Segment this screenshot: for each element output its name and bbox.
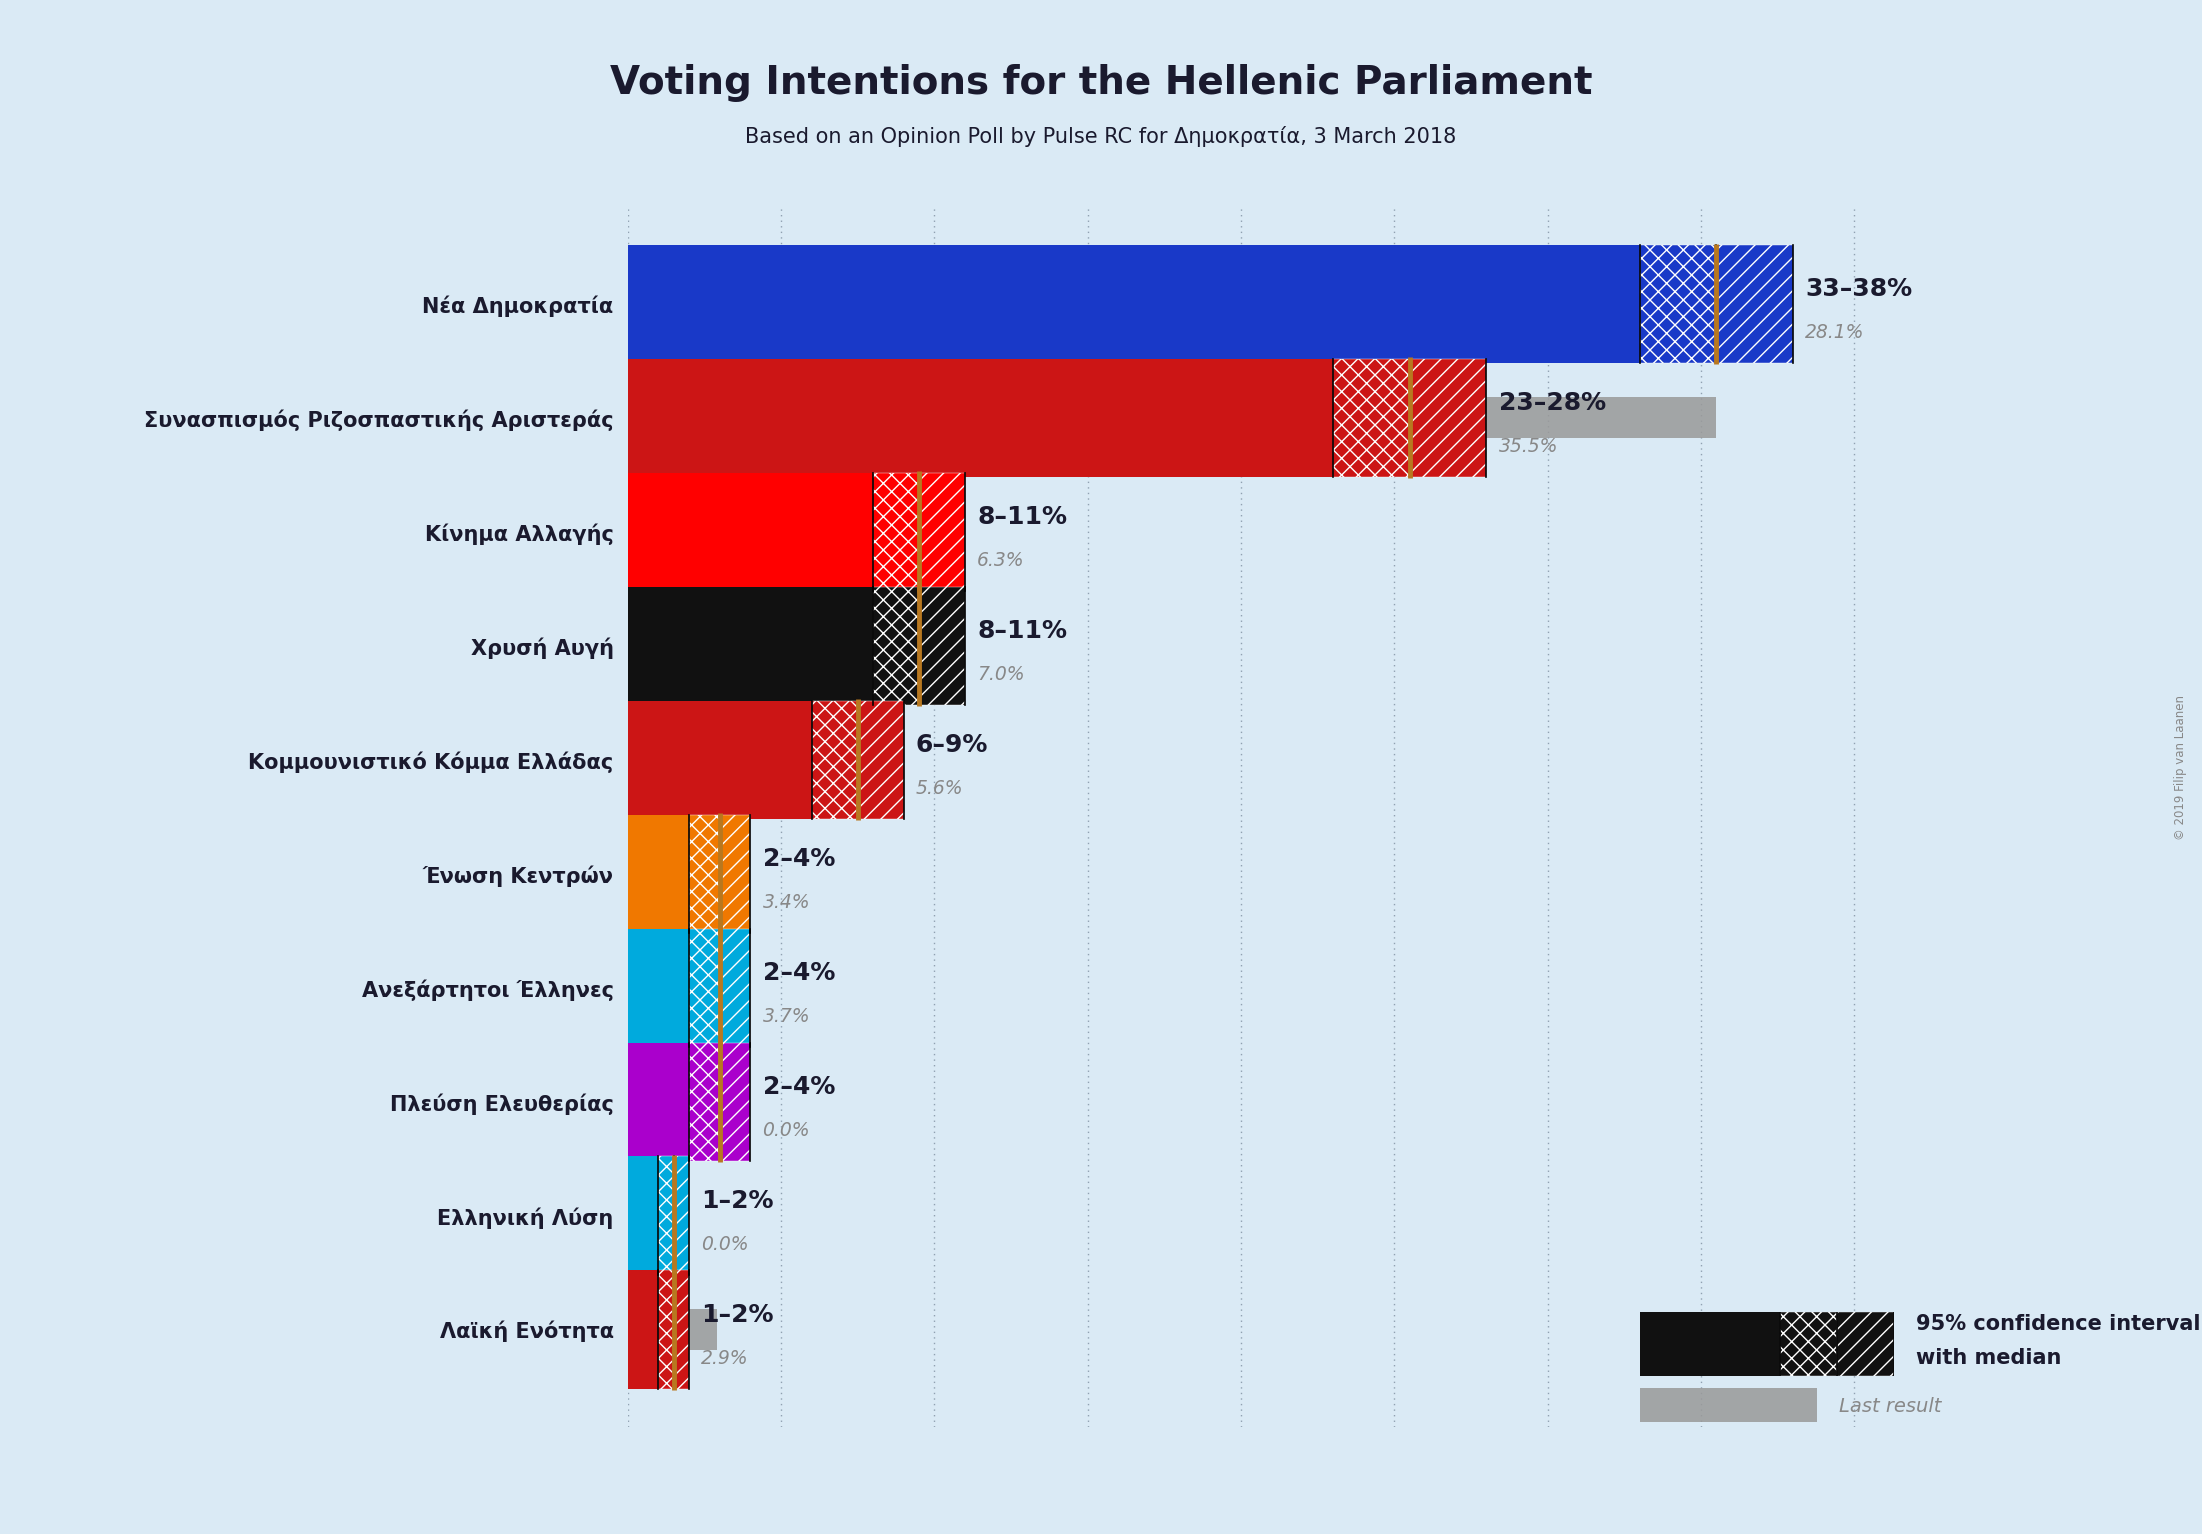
Text: © 2019 Filip van Laanen: © 2019 Filip van Laanen [2173,695,2187,839]
Text: 3.7%: 3.7% [762,1006,810,1026]
Bar [1332,359,1409,477]
Text: 6.3%: 6.3% [978,551,1024,571]
Text: 35.5%: 35.5% [1500,437,1559,456]
Text: Last result: Last result [1839,1397,1940,1416]
Bar [628,586,872,706]
Text: 0.0%: 0.0% [762,1121,810,1140]
Bar [628,1157,658,1275]
Bar [628,739,799,781]
Bar [1836,1312,1894,1376]
Text: 1–2%: 1–2% [700,1189,773,1213]
Bar [1640,245,1715,364]
Bar [689,1043,720,1161]
Bar [872,586,918,706]
Bar [628,1043,689,1161]
Bar [674,1270,689,1388]
Text: 8–11%: 8–11% [978,620,1068,643]
Text: 28.1%: 28.1% [1806,324,1865,342]
Bar [628,397,1715,439]
Bar [918,472,964,591]
Text: 2–4%: 2–4% [762,1075,835,1098]
Bar [658,1157,674,1275]
Bar [1640,1312,1779,1376]
Bar [689,928,720,1048]
Bar [628,968,742,1008]
Bar [628,359,1332,477]
Text: 0.0%: 0.0% [700,1235,749,1253]
Text: 33–38%: 33–38% [1806,278,1914,301]
Text: 23–28%: 23–28% [1500,391,1605,416]
Text: 1–2%: 1–2% [700,1302,773,1327]
Text: 5.6%: 5.6% [916,779,964,798]
Bar [628,284,1489,325]
Text: 6–9%: 6–9% [916,733,989,758]
Bar [1409,359,1486,477]
Text: 3.4%: 3.4% [762,893,810,911]
Bar [918,586,964,706]
Text: with median: with median [1916,1347,2061,1368]
Bar [813,701,857,819]
Bar [628,472,872,591]
Bar [720,928,751,1048]
Bar [628,1309,716,1350]
Text: 2–4%: 2–4% [762,960,835,985]
Bar [628,815,689,933]
Text: 7.0%: 7.0% [978,664,1024,684]
Bar [628,701,813,819]
Bar [658,1270,674,1388]
Bar [674,1157,689,1275]
Bar [628,853,731,894]
Text: 2.9%: 2.9% [700,1348,749,1368]
Text: 95% confidence interval: 95% confidence interval [1916,1313,2200,1335]
Bar [689,815,720,933]
Bar [628,928,689,1048]
Text: Voting Intentions for the Hellenic Parliament: Voting Intentions for the Hellenic Parli… [610,64,1592,103]
Bar [1779,1312,1836,1376]
Bar [720,815,751,933]
Text: Based on an Opinion Poll by Pulse RC for Δημοκρατία, 3 March 2018: Based on an Opinion Poll by Pulse RC for… [744,126,1458,147]
Bar [857,701,903,819]
Text: 2–4%: 2–4% [762,847,835,871]
Bar [872,472,918,591]
Bar [628,511,821,552]
Bar [628,245,1640,364]
Bar [628,626,841,666]
Bar [628,1270,658,1388]
Bar [720,1043,751,1161]
Bar [1715,245,1792,364]
Text: 8–11%: 8–11% [978,505,1068,529]
